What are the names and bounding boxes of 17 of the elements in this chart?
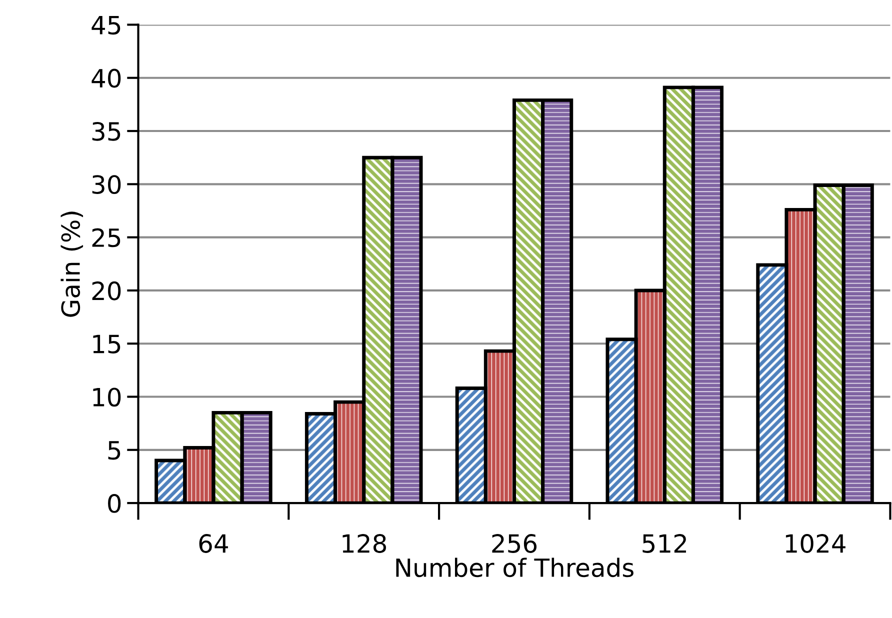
x-tick-label: 1024	[786, 534, 846, 553]
x-tick-label: 64	[199, 534, 228, 553]
y-tick-label: 35	[92, 122, 120, 141]
y-tick-label: 30	[92, 175, 121, 194]
y-tick-label: 10	[93, 388, 121, 407]
y-tick-label: 45	[92, 16, 120, 35]
y-tick-label: 25	[92, 228, 120, 248]
x-tick-label: 256	[492, 534, 537, 553]
y-tick-label: 15	[93, 334, 120, 354]
y-tick-label: 20	[92, 281, 121, 300]
y-tick-label: 40	[92, 68, 121, 88]
x-tick-label: 128	[342, 534, 386, 553]
x-axis-title: Number of Threads	[396, 558, 634, 578]
y-tick-label: 5	[108, 441, 120, 460]
y-axis-title: Gain (%)	[60, 212, 84, 317]
x-tick-label: 512	[642, 534, 686, 553]
y-tick-label: 0	[108, 494, 121, 513]
